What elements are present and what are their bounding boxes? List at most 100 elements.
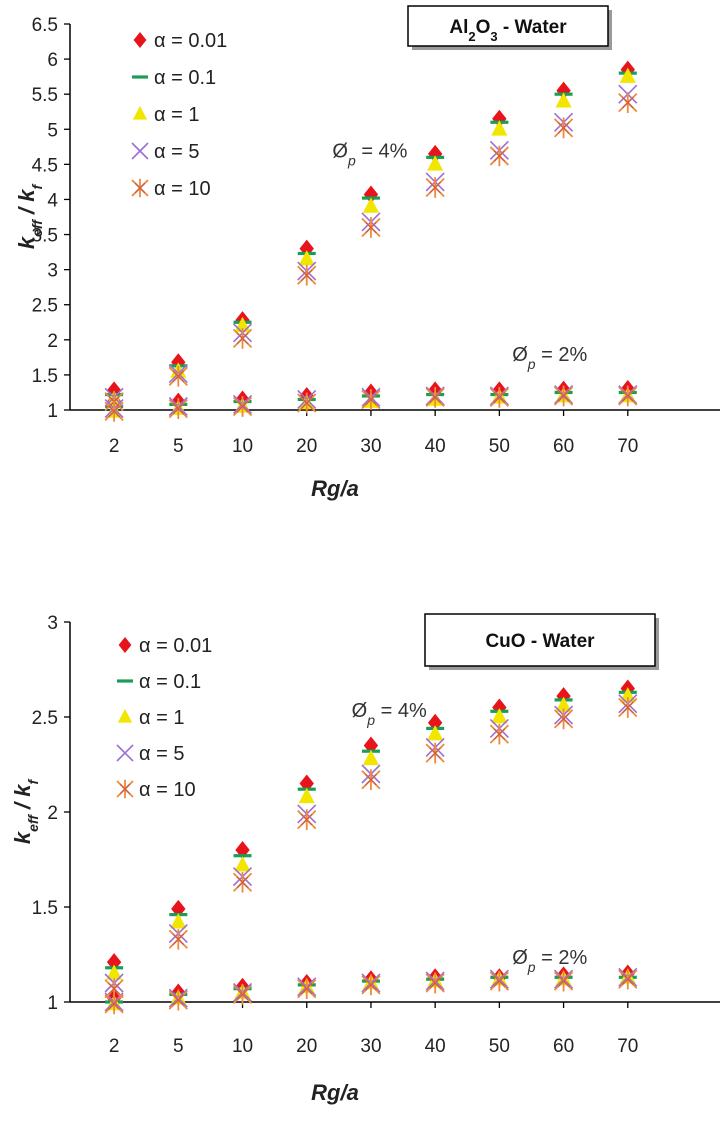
chart-1: 1 1.5 2 2.5 3 3.5 4 4.5 5 5.5 6 6.5 2 5 10 20 30 40 50 60 70… xyxy=(14,5,720,501)
data-point-inner xyxy=(429,747,441,759)
title-box xyxy=(424,613,656,667)
annot-rest: = 4% xyxy=(375,700,427,722)
data-point xyxy=(170,913,187,929)
volume-fraction-annotation: Øp = 4% xyxy=(332,140,407,168)
text-part: k xyxy=(10,830,35,844)
legend-item: α = 0.01 xyxy=(118,635,212,657)
x-tick-label: 40 xyxy=(425,436,446,457)
data-point-inner xyxy=(108,982,120,995)
legend-item: α = 0.01 xyxy=(133,30,227,52)
y-tick-label: 1.5 xyxy=(32,366,58,387)
legend-label: α = 0.01 xyxy=(139,635,212,657)
legend-label: α = 0.1 xyxy=(154,67,216,89)
data-point-inner xyxy=(365,393,377,406)
annot-symbol: Ø xyxy=(512,947,528,969)
y-tick-label: 4 xyxy=(47,190,58,211)
legend-marker xyxy=(117,709,133,723)
data-point-inner xyxy=(365,221,377,234)
data-point-inner xyxy=(300,269,313,282)
x-tick-label: 2 xyxy=(109,436,120,457)
x-axis-title: Rg/a xyxy=(311,476,359,501)
legend-label: α = 1 xyxy=(139,707,184,729)
x-tick-label: 20 xyxy=(296,436,317,457)
volume-fraction-annotation: Øp = 4% xyxy=(352,700,427,728)
data-point xyxy=(298,787,315,804)
legend-label: α = 5 xyxy=(154,141,199,163)
data-point-inner xyxy=(557,122,570,134)
annot-rest: = 4% xyxy=(356,140,408,162)
data-point-inner xyxy=(493,728,506,740)
data-point xyxy=(491,120,508,136)
data-point xyxy=(298,250,315,266)
y-tick-label: 6.5 xyxy=(32,15,58,36)
subscript: f xyxy=(29,183,45,189)
data-point-inner xyxy=(236,332,249,345)
data-point xyxy=(362,197,380,213)
x-tick-label: 5 xyxy=(173,1036,184,1057)
data-point xyxy=(555,696,572,712)
volume-fraction-annotation: Øp = 2% xyxy=(512,947,587,975)
x-tick-label: 30 xyxy=(360,1036,381,1057)
legend-item: α = 1 xyxy=(117,707,184,729)
data-point-inner xyxy=(365,773,377,786)
chart-2: 1 1.5 2 2.5 3 2 5 10 20 30 40 50 60 70 Rg/a keff / kf Cu… xyxy=(10,613,720,1105)
annot-rest: = 2% xyxy=(536,947,588,969)
legend-item: α = 5 xyxy=(131,141,199,163)
subscript: f xyxy=(25,778,41,784)
text-part: Al xyxy=(449,17,468,38)
volume-fraction-annotation: Øp = 2% xyxy=(512,344,587,372)
data-point-inner xyxy=(108,998,120,1010)
legend-item: α = 0.1 xyxy=(117,671,201,693)
series-4 xyxy=(104,92,638,422)
text-part: CuO - Water xyxy=(485,631,595,652)
text-part: / k xyxy=(14,188,39,220)
data-point xyxy=(491,708,508,724)
legend-label: α = 1 xyxy=(154,104,199,126)
data-point-inner xyxy=(172,933,185,946)
data-point-inner xyxy=(621,96,634,109)
legend-marker-inner xyxy=(134,182,146,194)
x-tick-label: 70 xyxy=(617,436,638,457)
data-point xyxy=(619,67,636,83)
legend-label: α = 10 xyxy=(154,178,211,200)
y-tick-label: 1 xyxy=(47,993,58,1014)
y-tick-label: 6 xyxy=(47,50,58,71)
legend-marker xyxy=(131,142,149,160)
data-point-inner xyxy=(108,405,120,418)
y-axis-title: keff / kf xyxy=(10,778,41,844)
legend-item: α = 10 xyxy=(116,779,196,801)
series-4 xyxy=(104,697,638,1015)
x-tick-label: 10 xyxy=(232,436,253,457)
data-point xyxy=(233,854,252,858)
text-part: k xyxy=(14,235,39,249)
data-point-inner xyxy=(429,391,441,404)
x-tick-label: 50 xyxy=(489,436,510,457)
data-point-inner xyxy=(493,150,506,162)
legend-marker xyxy=(132,106,148,120)
subscript: 3 xyxy=(490,29,497,44)
y-tick-label: 4.5 xyxy=(32,155,58,176)
subscript: 2 xyxy=(468,29,475,44)
x-tick-label: 60 xyxy=(553,436,574,457)
data-point-inner xyxy=(557,390,570,402)
data-point-inner xyxy=(172,994,185,1006)
data-point-inner xyxy=(236,876,249,889)
data-point xyxy=(427,155,444,171)
chart-title: CuO - Water xyxy=(485,631,595,652)
data-point-inner xyxy=(429,977,441,989)
legend-item: α = 0.1 xyxy=(132,67,216,89)
y-tick-label: 3 xyxy=(47,613,58,634)
annot-sub: p xyxy=(527,959,536,975)
data-point xyxy=(234,856,251,872)
y-tick-label: 3 xyxy=(47,261,58,282)
data-point-inner xyxy=(300,813,313,826)
x-tick-label: 60 xyxy=(553,1036,574,1057)
legend-marker xyxy=(116,744,134,762)
data-point xyxy=(106,964,123,980)
legend-marker xyxy=(117,679,133,683)
data-point-inner xyxy=(621,973,634,986)
legend-marker xyxy=(133,32,147,48)
subscript: eff xyxy=(25,814,41,832)
data-point-inner xyxy=(300,397,313,409)
legend-label: α = 10 xyxy=(139,779,196,801)
